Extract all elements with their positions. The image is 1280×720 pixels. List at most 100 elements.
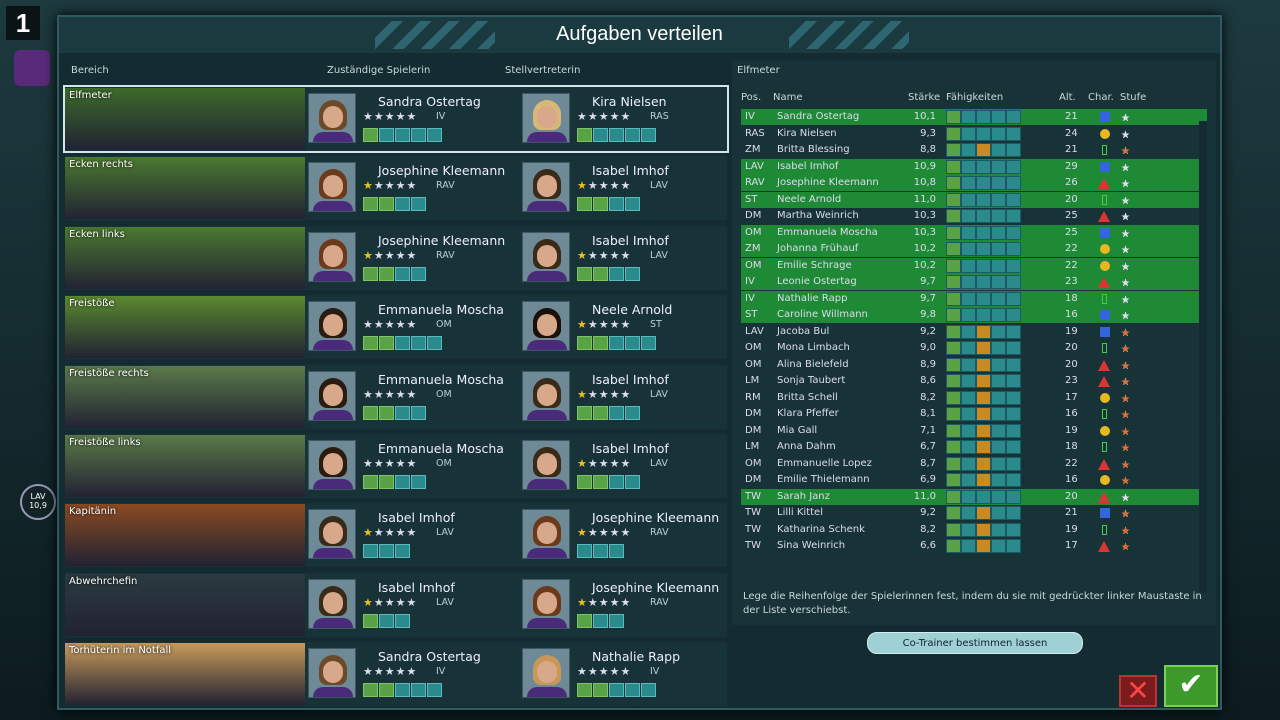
responsible-player[interactable]: Josephine Kleemann ★★★★★ RAV bbox=[306, 226, 516, 290]
task-row[interactable]: Kapitänin Isabel Imhof ★★★★★ LAV Josephine K… bbox=[65, 503, 730, 568]
responsible-player[interactable]: Sandra Ostertag ★★★★★ IV bbox=[306, 642, 516, 706]
deputy-player[interactable]: Josephine Kleemann ★★★★★ RAV bbox=[520, 503, 730, 567]
deputy-player[interactable]: Josephine Kleemann ★★★★★ RAV bbox=[520, 573, 730, 637]
task-row[interactable]: Freistöße links Emmanuela Moscha ★★★★★ OM Is… bbox=[65, 434, 727, 498]
deputy-player[interactable]: Kira Nielsen ★★★★★ RAS bbox=[520, 87, 730, 151]
player-row[interactable]: OM Emilie Schrage 10,2 22 ★ ★ ★ ★ ★ bbox=[741, 257, 1207, 274]
player-row[interactable]: TW Sina Weinrich 6,6 17 ★ ★ ★ ★ ★ bbox=[745, 539, 1130, 553]
responsible-player[interactable]: Emmanuela Moscha ★★★★★ OM bbox=[306, 365, 516, 429]
player-portrait bbox=[308, 440, 356, 490]
deputy-player[interactable]: Neele Arnold ★★★★★ ST bbox=[520, 295, 730, 359]
deputy-player[interactable]: Nathalie Rapp ★★★★★ IV bbox=[520, 642, 730, 706]
player-row[interactable]: ST Neele Arnold 11,0 20 ★ ★ ★ ★ ★ bbox=[741, 191, 1207, 208]
cancel-button[interactable]: ✕ bbox=[1119, 675, 1157, 707]
player-row[interactable]: DM Mia Gall 7,1 19 ★ ★ ★ ★ ★ bbox=[745, 423, 1130, 438]
skill-icon bbox=[961, 522, 976, 537]
character-icon bbox=[1098, 458, 1110, 470]
task-row[interactable]: Freistöße rechts Emmanuela Moscha ★★★★★ OM I… bbox=[65, 364, 730, 429]
col-char[interactable]: Char. bbox=[1088, 92, 1114, 103]
confirm-button[interactable]: ✔ bbox=[1164, 665, 1218, 707]
responsible-player[interactable]: Emmanuela Moscha ★★★★★ OM bbox=[306, 295, 516, 359]
responsible-player[interactable]: Isabel Imhof ★★★★★ LAV bbox=[306, 503, 516, 567]
deputy-player[interactable]: Isabel Imhof ★★★★★ LAV bbox=[520, 226, 730, 290]
row-skills bbox=[946, 143, 1026, 157]
player-row[interactable]: TW Lilli Kittel 9,2 21 ★ ★ ★ ★ ★ bbox=[745, 506, 1130, 520]
player-row[interactable]: ST Caroline Willmann 9,8 16 ★ ★ ★ ★ ★ bbox=[741, 307, 1207, 323]
row-name: Lilli Kittel bbox=[777, 507, 823, 518]
player-row[interactable]: OM Alina Bielefeld 8,9 20 ★ ★ ★ ★ ★ bbox=[745, 357, 1130, 372]
skill-icon bbox=[395, 475, 410, 489]
col-name[interactable]: Name bbox=[773, 92, 803, 103]
skill-icon bbox=[577, 266, 592, 281]
player-row[interactable]: IV Nathalie Rapp 9,7 18 ★ ★ ★ ★ ★ bbox=[741, 290, 1207, 307]
player-row[interactable]: OM Emmanuelle Lopez 8,7 22 ★ ★ ★ ★ ★ bbox=[745, 456, 1130, 471]
character-icon bbox=[1100, 244, 1110, 254]
deputy-player[interactable]: Isabel Imhof ★★★★★ LAV bbox=[520, 365, 730, 429]
skill-icon bbox=[946, 143, 961, 157]
player-row[interactable]: LAV Isabel Imhof 10,9 29 ★ ★ ★ ★ ★ bbox=[741, 158, 1207, 175]
row-name: Jacoba Bul bbox=[777, 325, 830, 337]
player-row[interactable]: DM Emilie Thielemann 6,9 16 ★ ★ ★ ★ ★ bbox=[745, 473, 1130, 487]
player-row[interactable]: RAV Josephine Kleemann 10,8 26 ★ ★ ★ ★ ★ bbox=[741, 175, 1207, 191]
player-name: Isabel Imhof bbox=[592, 232, 669, 248]
player-row[interactable]: TW Katharina Schenk 8,2 19 ★ ★ ★ ★ ★ bbox=[745, 522, 1130, 537]
player-row[interactable]: OM Mona Limbach 9,0 20 ★ ★ ★ ★ ★ bbox=[745, 341, 1130, 355]
responsible-player[interactable]: Sandra Ostertag ★★★★★ IV bbox=[306, 87, 516, 151]
skill-icon bbox=[577, 405, 592, 420]
col-level[interactable]: Stufe bbox=[1120, 92, 1147, 103]
task-row[interactable]: Ecken links Josephine Kleemann ★★★★★ RAV Isa… bbox=[65, 225, 730, 290]
player-row[interactable]: RM Britta Schell 8,2 17 ★ ★ ★ ★ ★ bbox=[745, 390, 1130, 405]
skill-icon bbox=[946, 423, 961, 438]
col-skills[interactable]: Fähigkeiten bbox=[946, 92, 1004, 103]
row-strength: 9,0 bbox=[920, 342, 936, 353]
row-pos: RM bbox=[745, 391, 761, 403]
player-row[interactable]: LAV Jacoba Bul 9,2 19 ★ ★ ★ ★ ★ bbox=[745, 324, 1130, 339]
col-pos[interactable]: Pos. bbox=[741, 92, 762, 103]
skill-icon bbox=[609, 544, 624, 559]
row-pos: ST bbox=[745, 193, 758, 205]
cotrainer-button[interactable]: Co-Trainer bestimmen lassen bbox=[867, 632, 1083, 654]
skill-icon bbox=[609, 266, 624, 281]
player-row[interactable]: RAS Kira Nielsen 9,3 24 ★ ★ ★ ★ ★ bbox=[745, 126, 1130, 141]
table-scrollbar[interactable] bbox=[1199, 121, 1207, 593]
player-row[interactable]: DM Martha Weinrich 10,3 25 ★ ★ ★ ★ ★ bbox=[745, 209, 1130, 223]
skill-icon bbox=[976, 374, 991, 388]
deputy-player[interactable]: Isabel Imhof ★★★★★ LAV bbox=[520, 156, 730, 220]
row-name: Emilie Schrage bbox=[777, 259, 852, 271]
skill-icon bbox=[946, 324, 961, 339]
skill-icon bbox=[609, 336, 624, 351]
player-row[interactable]: DM Klara Pfeffer 8,1 16 ★ ★ ★ ★ ★ bbox=[745, 407, 1130, 421]
row-pos: IV bbox=[745, 111, 755, 122]
player-row[interactable]: TW Sarah Janz 11,0 20 ★ ★ ★ ★ ★ bbox=[741, 488, 1207, 505]
task-row[interactable]: Abwehrchefin Isabel Imhof ★★★★★ LAV Josephin… bbox=[65, 572, 730, 637]
task-row[interactable]: Torhüterin im Notfall Sandra Ostertag ★★★★… bbox=[65, 642, 730, 707]
player-row[interactable]: LM Sonja Taubert 8,6 23 ★ ★ ★ ★ ★ bbox=[745, 374, 1130, 388]
player-row[interactable]: IV Sandra Ostertag 10,1 21 ★ ★ ★ ★ ★ bbox=[741, 109, 1207, 125]
task-row[interactable]: Ecken rechts Josephine Kleemann ★★★★★ RAV Is… bbox=[65, 156, 730, 221]
row-strength: 9,7 bbox=[920, 292, 936, 304]
task-row[interactable]: Elfmeter Sandra Ostertag ★★★★★ IV Kira Niels… bbox=[63, 85, 730, 153]
skill-icon bbox=[395, 197, 410, 212]
row-age: 24 bbox=[1065, 127, 1078, 139]
responsible-player[interactable]: Josephine Kleemann ★★★★★ RAV bbox=[306, 156, 516, 220]
skill-icons bbox=[577, 197, 640, 212]
player-row[interactable]: OM Emmanuela Moscha 10,3 25 ★ ★ ★ ★ ★ bbox=[741, 224, 1207, 241]
player-row[interactable]: ZM Britta Blessing 8,8 21 ★ ★ ★ ★ ★ bbox=[745, 143, 1130, 157]
player-row[interactable]: LM Anna Dahm 6,7 18 ★ ★ ★ ★ ★ bbox=[745, 440, 1130, 454]
deputy-player[interactable]: Isabel Imhof ★★★★★ LAV bbox=[520, 434, 730, 498]
responsible-player[interactable]: Emmanuela Moscha ★★★★★ OM bbox=[306, 434, 516, 498]
league-rank: 1 bbox=[6, 6, 40, 40]
skill-icon bbox=[593, 405, 608, 420]
col-age[interactable]: Alt. bbox=[1059, 92, 1076, 103]
player-row[interactable]: IV Leonie Ostertag 9,7 23 ★ ★ ★ ★ ★ bbox=[741, 274, 1207, 290]
responsible-player[interactable]: Isabel Imhof ★★★★★ LAV bbox=[306, 573, 516, 637]
row-strength: 10,3 bbox=[913, 226, 936, 238]
player-row[interactable]: ZM Johanna Frühauf 10,2 22 ★ ★ ★ ★ ★ bbox=[741, 241, 1207, 257]
character-icon bbox=[1100, 161, 1110, 172]
player-position: LAV bbox=[650, 249, 668, 261]
task-row[interactable]: Freistöße Emmanuela Moscha ★★★★★ OM Neele Ar… bbox=[65, 295, 730, 360]
col-strength[interactable]: Stärke bbox=[908, 92, 941, 103]
skill-icon bbox=[379, 683, 394, 698]
skill-icon bbox=[363, 336, 378, 351]
row-pos: ST bbox=[745, 309, 758, 320]
